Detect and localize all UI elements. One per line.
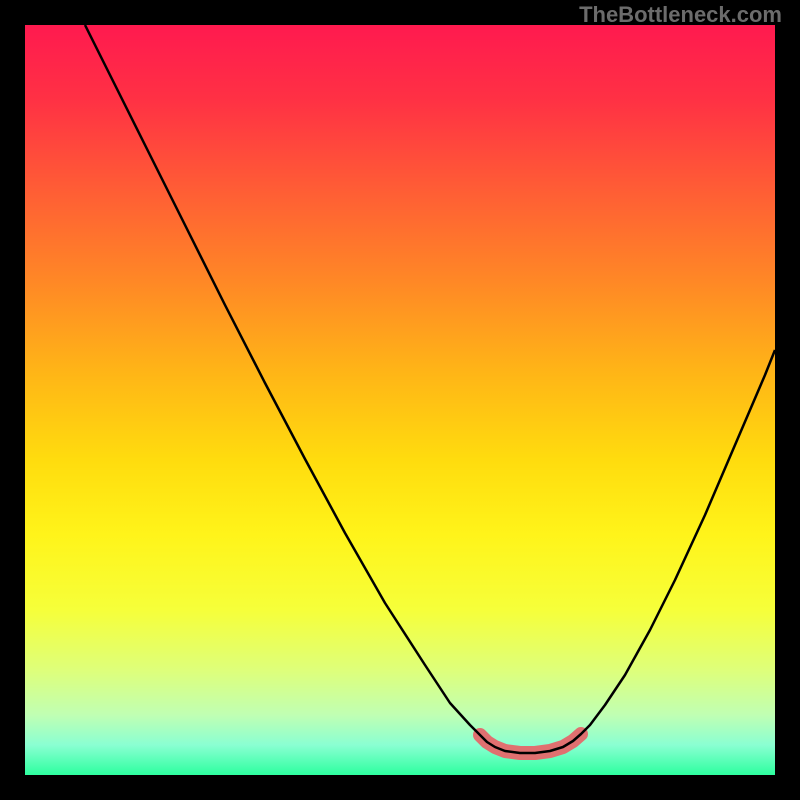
- highlight-segment: [480, 734, 581, 753]
- curve-layer: [25, 25, 775, 775]
- bottleneck-curve: [85, 25, 775, 753]
- chart-container: TheBottleneck.com: [0, 0, 800, 800]
- watermark-text: TheBottleneck.com: [579, 2, 782, 28]
- plot-area: [25, 25, 775, 775]
